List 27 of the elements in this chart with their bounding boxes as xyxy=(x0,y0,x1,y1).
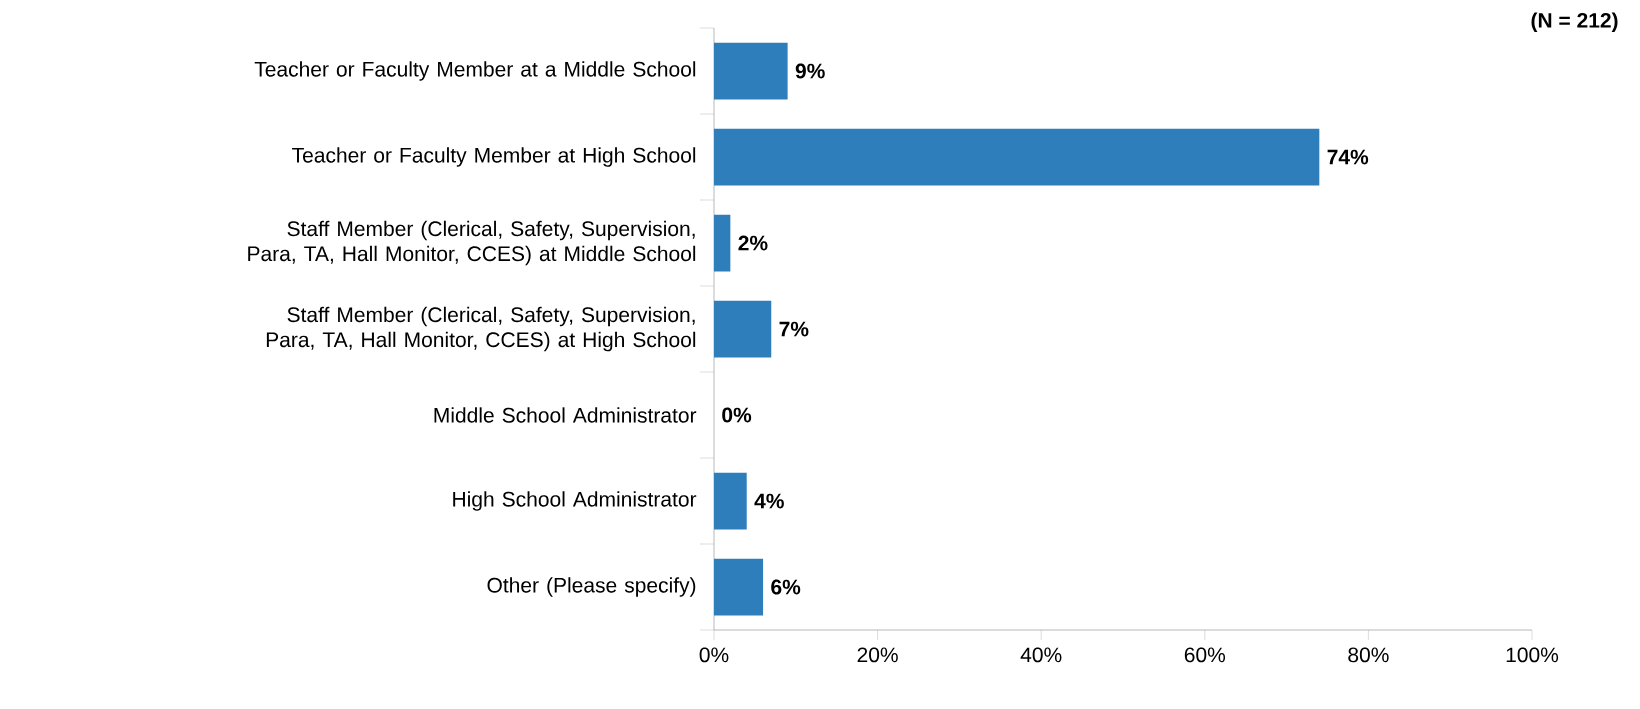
data-label: 6% xyxy=(771,579,801,595)
y-tick-label: Staff Member (Clerical, Safety, Supervision, Para, TA, Hall Monitor, CCES) at High School xyxy=(266,306,696,352)
x-tick-label: 100% xyxy=(1506,647,1559,663)
y-tick-label: Middle School Administrator xyxy=(434,407,697,423)
y-tick-label: Other (Please specify) xyxy=(487,577,696,597)
x-tick-label: 80% xyxy=(1348,647,1389,663)
data-label: 0% xyxy=(722,407,752,423)
x-tick-label: 0% xyxy=(699,647,729,663)
bar xyxy=(713,214,731,272)
y-tick-label: Teacher or Faculty Member at a Middle School xyxy=(254,61,696,81)
y-tick-label: High School Administrator xyxy=(453,491,697,511)
data-label: 2% xyxy=(738,235,768,251)
bar xyxy=(713,42,788,100)
bar xyxy=(713,558,764,616)
data-label: 74% xyxy=(1327,149,1369,165)
annotation: (N = 212) xyxy=(1531,12,1618,32)
bar xyxy=(713,128,1320,186)
y-tick-label: Teacher or Faculty Member at High School xyxy=(292,147,696,167)
x-tick-label: 40% xyxy=(1020,647,1062,663)
x-tick-label: 20% xyxy=(857,647,898,663)
x-tick-label: 60% xyxy=(1184,647,1226,663)
data-label: 7% xyxy=(779,321,809,337)
data-label: 4% xyxy=(754,493,784,509)
y-tick-label: Staff Member (Clerical, Safety, Supervision, Para, TA, Hall Monitor, CCES) at Middle School xyxy=(248,220,696,266)
data-label: 9% xyxy=(795,63,825,79)
bar xyxy=(713,300,772,358)
bar xyxy=(713,472,747,530)
